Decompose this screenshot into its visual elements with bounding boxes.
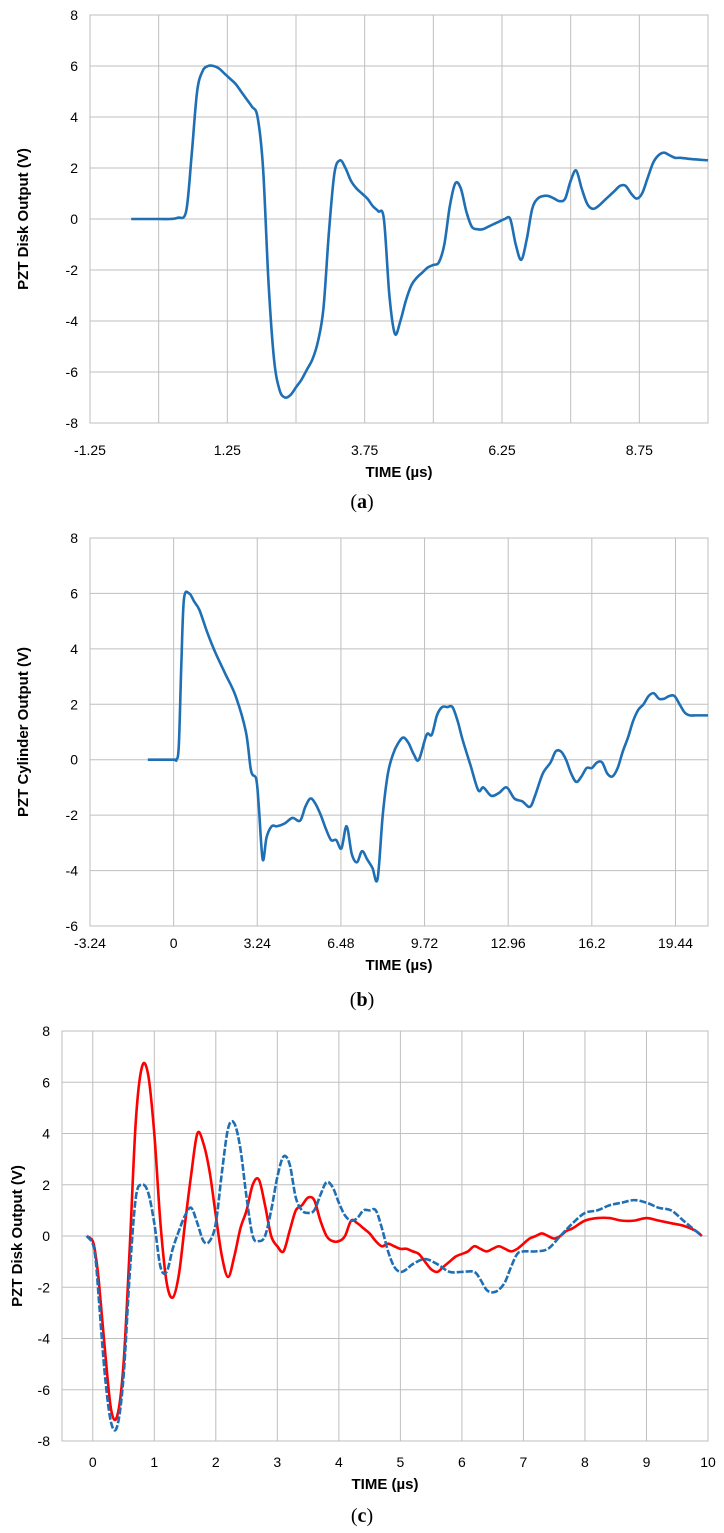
x-tick-label: 3.24 — [244, 935, 271, 951]
y-tick-label: 4 — [42, 1126, 50, 1142]
panel-a: -8 -6 -4 -2 0 2 4 6 8 -1.25 1.25 3.75 6.25 8.75 TIME (… — [15, 7, 709, 513]
y-axis-title: PZT Cylinder Output (V) — [15, 647, 32, 817]
y-tick-label: -4 — [66, 863, 79, 879]
y-tick-label: 6 — [70, 58, 78, 74]
series-line-1 — [131, 64, 709, 400]
panel-caption: (a) — [350, 491, 373, 513]
y-axis-title: PZT Disk Output (V) — [9, 1165, 26, 1307]
x-axis-title: TIME (µs) — [352, 1476, 419, 1493]
y-tick-label: 4 — [70, 109, 78, 125]
x-tick-label: 7 — [520, 1454, 528, 1470]
x-tick-label: 9.72 — [411, 935, 438, 951]
y-tick-label: -2 — [66, 807, 79, 823]
x-tick-label: 3 — [273, 1454, 281, 1470]
series-line-1 — [147, 590, 708, 883]
x-tick-label: 3.75 — [351, 442, 378, 458]
x-tick-label: 19.44 — [658, 935, 693, 951]
x-tick-label: 1 — [150, 1454, 158, 1470]
x-tick-label: 4 — [335, 1454, 343, 1470]
x-tick-label: 1.25 — [214, 442, 241, 458]
y-tick-label: 2 — [42, 1177, 50, 1193]
y-tick-label: -2 — [38, 1279, 51, 1295]
panel-caption: (c) — [351, 1505, 373, 1527]
y-tick-label: 2 — [70, 696, 78, 712]
y-tick-label: -2 — [66, 262, 79, 278]
y-tick-label: 2 — [70, 160, 78, 176]
y-axis-title: PZT Disk Output (V) — [15, 148, 32, 290]
y-tick-label: -8 — [38, 1433, 51, 1449]
panel-caption-letter: b — [356, 989, 367, 1011]
y-tick-label: -6 — [66, 918, 79, 934]
y-tick-label: 0 — [42, 1228, 50, 1244]
x-tick-label: 8 — [581, 1454, 589, 1470]
plot-area-frame — [89, 537, 709, 927]
x-tick-label: 8.75 — [626, 442, 653, 458]
panel-c: -8 -6 -4 -2 0 2 4 6 8 0 1 2 3 4 5 6 7 8 9 10 TIME (µs) PZT Di… — [9, 1023, 716, 1527]
panel-b: -6 -4 -2 0 2 4 6 8 -3.24 0 3.24 6.48 9.72 12.96 16.2 19… — [15, 530, 709, 1011]
x-tick-label: 16.2 — [578, 935, 605, 951]
y-tick-label: -4 — [66, 313, 79, 329]
plot-area-frame — [89, 14, 709, 424]
y-tick-label: 6 — [70, 585, 78, 601]
y-tick-label: -4 — [38, 1331, 51, 1347]
y-tick-label: 8 — [42, 1023, 50, 1039]
panel-caption-letter: a — [357, 491, 367, 513]
x-tick-label: 5 — [396, 1454, 404, 1470]
y-tick-label: 8 — [70, 7, 78, 23]
y-tick-label: 8 — [70, 530, 78, 546]
plot-area-frame — [61, 1030, 709, 1442]
y-tick-label: -6 — [38, 1382, 51, 1398]
y-tick-label: -6 — [66, 364, 79, 380]
x-tick-label: 6 — [458, 1454, 466, 1470]
y-tick-label: 4 — [70, 641, 78, 657]
x-tick-label: 10 — [700, 1454, 716, 1470]
x-tick-label: 6.25 — [488, 442, 515, 458]
y-tick-label: 6 — [42, 1074, 50, 1090]
x-axis-title: TIME (µs) — [366, 957, 433, 974]
y-tick-label: -8 — [66, 415, 79, 431]
x-tick-label: 2 — [212, 1454, 220, 1470]
y-tick-label: 0 — [70, 752, 78, 768]
x-axis-title: TIME (µs) — [366, 464, 433, 481]
y-tick-label: 0 — [70, 211, 78, 227]
x-tick-label: 0 — [170, 935, 178, 951]
x-tick-label: 12.96 — [491, 935, 526, 951]
panel-caption-letter: c — [358, 1505, 367, 1527]
series-line-2 — [85, 1119, 703, 1432]
x-tick-label: 6.48 — [327, 935, 354, 951]
x-tick-label: -3.24 — [74, 935, 106, 951]
x-tick-label: -1.25 — [74, 442, 106, 458]
x-tick-label: 0 — [89, 1454, 97, 1470]
series-line-1 — [85, 1061, 703, 1422]
panel-caption: (b) — [350, 989, 374, 1011]
x-tick-label: 9 — [643, 1454, 651, 1470]
